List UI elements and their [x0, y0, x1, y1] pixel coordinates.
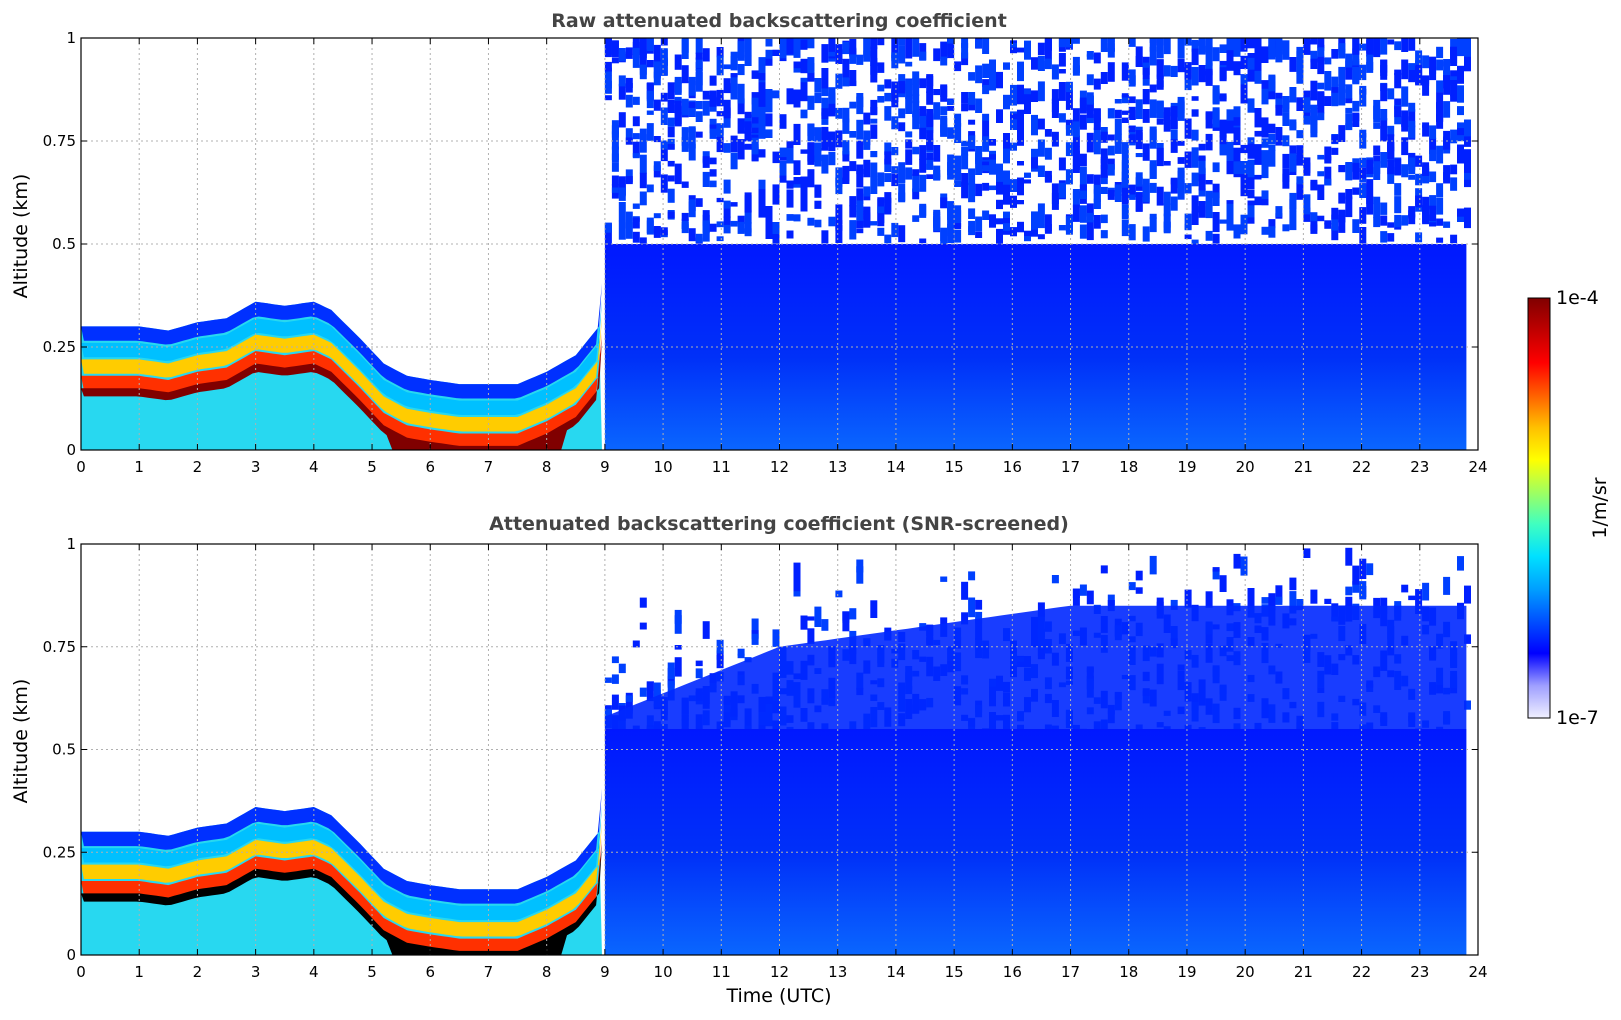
plot-area-screened: 0 1 2 3 4 5 6 7 8 9 10 11 12 13 14 15 16 17 18 19 20 21 22 23 24… — [43, 535, 1488, 981]
y-tick-label: 0.75 — [43, 132, 76, 150]
x-tick-label: 17 — [1061, 963, 1080, 981]
x-tick-label: 2 — [193, 458, 203, 476]
x-tick-label: 3 — [251, 458, 261, 476]
x-tick-label: 19 — [1177, 963, 1196, 981]
panel-raw: Raw attenuated backscattering coefficien… — [10, 10, 1488, 476]
y-axis-label-screened: Altitude (km) — [10, 679, 32, 804]
x-tick-label: 17 — [1061, 458, 1080, 476]
grid — [81, 544, 1478, 955]
x-tick-label: 7 — [484, 458, 494, 476]
x-tick-label: 6 — [425, 963, 435, 981]
x-tick-label: 1 — [134, 963, 144, 981]
x-tick-label: 11 — [712, 963, 731, 981]
x-tick-label: 22 — [1352, 963, 1371, 981]
y-tick-label: 0.75 — [43, 638, 76, 656]
x-tick-label: 4 — [309, 963, 319, 981]
night-layer-region — [81, 788, 602, 955]
y-tick-label: 0.5 — [52, 235, 76, 253]
y-tick-label: 1 — [66, 29, 76, 47]
x-tick-label: 13 — [828, 963, 847, 981]
x-tick-label: 14 — [886, 458, 905, 476]
x-tick-label: 24 — [1468, 458, 1487, 476]
chart-title-screened: Attenuated backscattering coefficient (S… — [489, 513, 1069, 535]
x-tick-label: 14 — [886, 963, 905, 981]
colorbar-unit-label: 1/m/sr — [1589, 477, 1611, 538]
y-tick-label: 1 — [66, 535, 76, 553]
x-tick-label: 2 — [193, 963, 203, 981]
x-tick-label: 21 — [1294, 458, 1313, 476]
x-tick-label: 10 — [654, 963, 673, 981]
x-tick-label: 7 — [484, 963, 494, 981]
x-tick-label: 16 — [1003, 458, 1022, 476]
x-tick-label: 5 — [367, 458, 377, 476]
x-tick-label: 11 — [712, 458, 731, 476]
x-tick-label: 10 — [654, 458, 673, 476]
x-tick-label: 8 — [542, 963, 552, 981]
x-tick-label: 24 — [1468, 963, 1487, 981]
x-tick-label: 23 — [1410, 963, 1429, 981]
x-tick-label: 3 — [251, 963, 261, 981]
x-tick-label: 23 — [1410, 458, 1429, 476]
colorbar: 1e-4 1e-7 1/m/sr — [1527, 287, 1611, 729]
y-tick-label: 0.5 — [52, 741, 76, 759]
boundary-layer-region — [604, 605, 1467, 955]
colorbar-max-label: 1e-4 — [1556, 287, 1599, 309]
panel-screened: Attenuated backscattering coefficient (S… — [10, 513, 1488, 1007]
x-tick-label: 8 — [542, 458, 552, 476]
x-tick-label: 4 — [309, 458, 319, 476]
x-tick-label: 9 — [600, 458, 610, 476]
y-tick-label: 0.25 — [43, 843, 76, 861]
x-tick-label: 18 — [1119, 458, 1138, 476]
x-axis-label: Time (UTC) — [725, 985, 831, 1007]
x-tick-label: 20 — [1236, 963, 1255, 981]
noise-region — [604, 38, 1471, 244]
x-tick-label: 1 — [134, 458, 144, 476]
colorbar-gradient — [1527, 297, 1551, 719]
chart-title-raw: Raw attenuated backscattering coefficien… — [551, 10, 1007, 32]
x-tick-label: 21 — [1294, 963, 1313, 981]
x-tick-label: 15 — [945, 963, 964, 981]
y-axis-label-raw: Altitude (km) — [10, 174, 32, 299]
x-tick-label: 12 — [770, 963, 789, 981]
x-tick-label: 18 — [1119, 963, 1138, 981]
colorbar-min-label: 1e-7 — [1556, 707, 1599, 729]
x-tick-label: 6 — [425, 458, 435, 476]
x-tick-label: 16 — [1003, 963, 1022, 981]
x-tick-label: 5 — [367, 963, 377, 981]
night-layer-region — [81, 283, 602, 450]
x-tick-label: 19 — [1177, 458, 1196, 476]
x-tick-label: 0 — [76, 963, 86, 981]
x-tick-label: 0 — [76, 458, 86, 476]
y-tick-label: 0 — [66, 441, 76, 459]
x-tick-label: 22 — [1352, 458, 1371, 476]
x-tick-label: 15 — [945, 458, 964, 476]
x-tick-label: 20 — [1236, 458, 1255, 476]
y-tick-label: 0 — [66, 946, 76, 964]
x-tick-label: 12 — [770, 458, 789, 476]
y-tick-label: 0.25 — [43, 338, 76, 356]
plot-area-raw: 0 1 2 3 4 5 6 7 8 9 10 11 12 13 14 15 16 17 18 19 20 21 22 23 24… — [43, 29, 1488, 476]
grid — [81, 38, 1478, 450]
x-tick-label: 9 — [600, 963, 610, 981]
x-tick-label: 13 — [828, 458, 847, 476]
